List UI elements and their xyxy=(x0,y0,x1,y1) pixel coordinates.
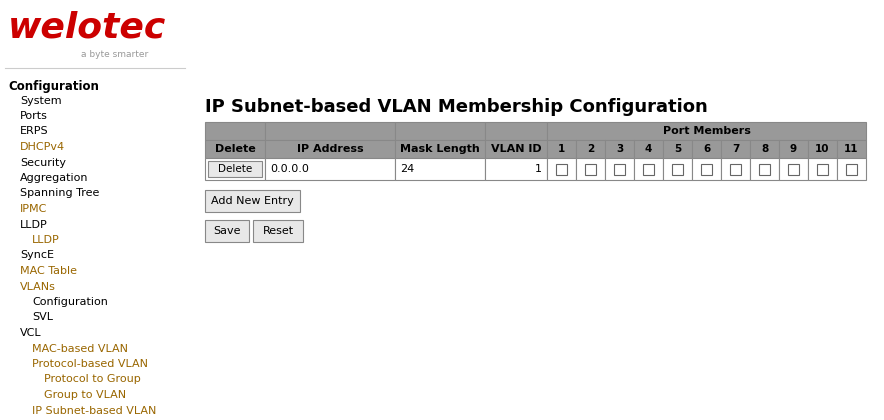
Text: Configuration: Configuration xyxy=(8,80,99,93)
Bar xyxy=(265,158,395,180)
Bar xyxy=(485,140,547,158)
Bar xyxy=(253,220,303,242)
Bar xyxy=(556,163,567,174)
Bar xyxy=(750,140,779,158)
Text: 5: 5 xyxy=(674,144,682,154)
Bar xyxy=(759,163,770,174)
Text: LLDP: LLDP xyxy=(32,235,60,245)
Text: Spanning Tree: Spanning Tree xyxy=(20,189,99,199)
Text: 6: 6 xyxy=(703,144,710,154)
Text: Ports: Ports xyxy=(20,111,48,121)
Text: a byte smarter: a byte smarter xyxy=(80,50,148,59)
Bar xyxy=(663,140,692,158)
Bar xyxy=(547,158,576,180)
Bar xyxy=(614,163,625,174)
Text: Protocol to Group: Protocol to Group xyxy=(44,375,141,384)
Text: 10: 10 xyxy=(815,144,830,154)
Bar xyxy=(837,158,866,180)
Bar xyxy=(265,122,395,140)
Bar xyxy=(547,122,866,140)
Text: IP Address: IP Address xyxy=(297,144,363,154)
Text: 24: 24 xyxy=(400,164,415,174)
Bar xyxy=(692,158,721,180)
Bar xyxy=(395,122,485,140)
Bar xyxy=(485,158,547,180)
Bar xyxy=(576,158,605,180)
Text: VLAN ID: VLAN ID xyxy=(491,144,541,154)
Bar xyxy=(205,220,249,242)
Bar xyxy=(846,163,857,174)
Bar xyxy=(701,163,712,174)
Bar xyxy=(265,140,395,158)
Text: 4: 4 xyxy=(644,144,652,154)
Text: 7: 7 xyxy=(732,144,739,154)
Bar xyxy=(750,158,779,180)
Text: 8: 8 xyxy=(761,144,768,154)
Text: Configuration: Configuration xyxy=(32,297,108,307)
Text: MAC-based VLAN: MAC-based VLAN xyxy=(32,344,128,354)
Bar xyxy=(205,122,265,140)
Text: Delete: Delete xyxy=(215,144,255,154)
Bar xyxy=(643,163,654,174)
Text: ERPS: ERPS xyxy=(20,126,49,136)
Text: 9: 9 xyxy=(790,144,797,154)
Text: VCL: VCL xyxy=(20,328,42,338)
Text: Port Members: Port Members xyxy=(663,126,751,136)
Text: Security: Security xyxy=(20,158,66,168)
Bar xyxy=(808,158,837,180)
Text: Reset: Reset xyxy=(263,226,293,236)
Bar xyxy=(779,140,808,158)
Bar xyxy=(788,163,799,174)
Text: IP Subnet-based VLAN Membership Configuration: IP Subnet-based VLAN Membership Configur… xyxy=(205,98,708,116)
Bar xyxy=(721,158,750,180)
Text: Add New Entry: Add New Entry xyxy=(211,196,293,206)
Bar xyxy=(605,158,634,180)
Bar xyxy=(205,158,265,180)
Bar xyxy=(205,190,300,212)
Text: Mask Length: Mask Length xyxy=(400,144,480,154)
Bar xyxy=(208,161,262,177)
Bar xyxy=(395,140,485,158)
Bar xyxy=(672,163,683,174)
Text: Group to VLAN: Group to VLAN xyxy=(44,390,126,400)
Text: System: System xyxy=(20,95,62,105)
Bar xyxy=(205,140,265,158)
Bar xyxy=(634,158,663,180)
Bar xyxy=(730,163,741,174)
Text: welotec: welotec xyxy=(8,10,166,44)
Bar xyxy=(547,140,576,158)
Text: MAC Table: MAC Table xyxy=(20,266,77,276)
Bar xyxy=(837,140,866,158)
Bar xyxy=(692,140,721,158)
Bar xyxy=(634,140,663,158)
Text: 1: 1 xyxy=(558,144,565,154)
Bar xyxy=(605,140,634,158)
Bar xyxy=(817,163,828,174)
Bar xyxy=(808,140,837,158)
Text: DHCPv4: DHCPv4 xyxy=(20,142,65,152)
Bar xyxy=(395,158,485,180)
Text: Delete: Delete xyxy=(217,164,252,174)
Bar xyxy=(485,122,547,140)
Bar xyxy=(576,140,605,158)
Bar xyxy=(779,158,808,180)
Text: Protocol-based VLAN: Protocol-based VLAN xyxy=(32,359,148,369)
Bar xyxy=(721,140,750,158)
Text: 3: 3 xyxy=(616,144,623,154)
Bar xyxy=(585,163,596,174)
Text: 1: 1 xyxy=(535,164,542,174)
Text: SyncE: SyncE xyxy=(20,250,54,260)
Text: Aggregation: Aggregation xyxy=(20,173,88,183)
Text: 0.0.0.0: 0.0.0.0 xyxy=(270,164,309,174)
Text: Save: Save xyxy=(213,226,240,236)
Text: SVL: SVL xyxy=(32,312,53,323)
Text: 11: 11 xyxy=(844,144,858,154)
Text: LLDP: LLDP xyxy=(20,220,48,229)
Text: IP Subnet-based VLAN: IP Subnet-based VLAN xyxy=(32,405,156,415)
Bar xyxy=(663,158,692,180)
Text: VLANs: VLANs xyxy=(20,281,56,291)
Text: 2: 2 xyxy=(587,144,594,154)
Text: IPMC: IPMC xyxy=(20,204,48,214)
